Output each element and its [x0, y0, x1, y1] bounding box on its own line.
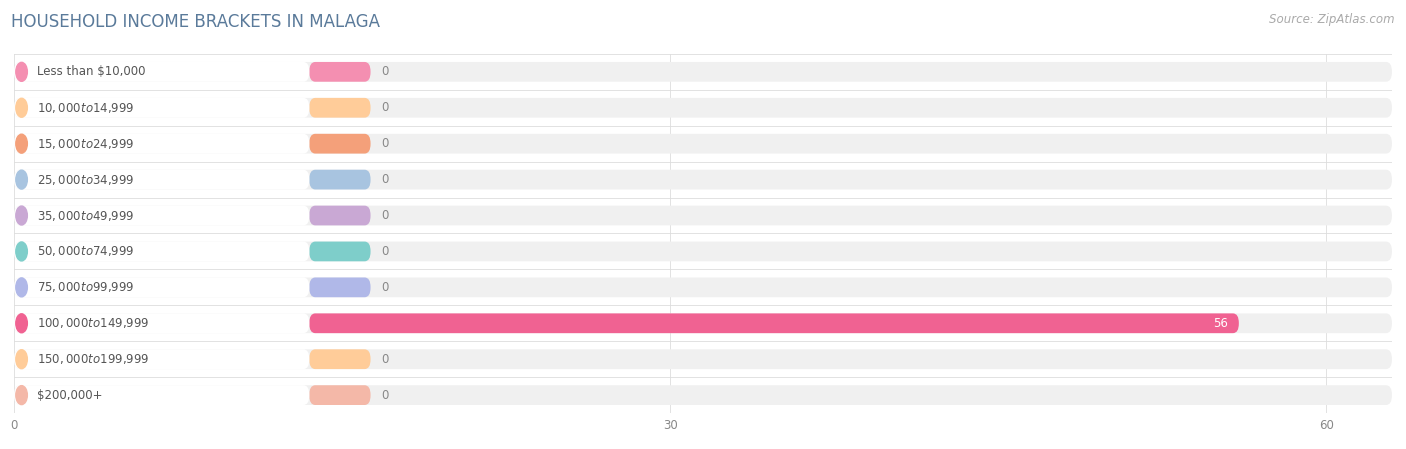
FancyBboxPatch shape — [14, 170, 309, 189]
FancyBboxPatch shape — [14, 98, 309, 118]
Text: $50,000 to $74,999: $50,000 to $74,999 — [37, 244, 134, 259]
Text: $200,000+: $200,000+ — [37, 389, 103, 401]
Text: $25,000 to $34,999: $25,000 to $34,999 — [37, 172, 134, 187]
FancyBboxPatch shape — [14, 134, 1392, 154]
Text: 0: 0 — [381, 281, 389, 294]
FancyBboxPatch shape — [14, 98, 1392, 118]
FancyBboxPatch shape — [14, 349, 1392, 369]
Circle shape — [15, 98, 27, 117]
Circle shape — [15, 170, 27, 189]
FancyBboxPatch shape — [309, 349, 371, 369]
FancyBboxPatch shape — [14, 170, 1392, 189]
FancyBboxPatch shape — [309, 385, 371, 405]
FancyBboxPatch shape — [14, 349, 309, 369]
FancyBboxPatch shape — [14, 385, 1392, 405]
FancyBboxPatch shape — [14, 134, 309, 154]
Text: $75,000 to $99,999: $75,000 to $99,999 — [37, 280, 134, 295]
FancyBboxPatch shape — [14, 277, 309, 297]
Text: 0: 0 — [381, 101, 389, 114]
FancyBboxPatch shape — [14, 313, 1392, 333]
Circle shape — [15, 350, 27, 369]
Text: $100,000 to $149,999: $100,000 to $149,999 — [37, 316, 149, 330]
FancyBboxPatch shape — [309, 313, 1239, 333]
FancyBboxPatch shape — [309, 242, 371, 261]
FancyBboxPatch shape — [14, 277, 1392, 297]
FancyBboxPatch shape — [309, 277, 371, 297]
Text: $35,000 to $49,999: $35,000 to $49,999 — [37, 208, 134, 223]
Text: $10,000 to $14,999: $10,000 to $14,999 — [37, 101, 134, 115]
Circle shape — [15, 134, 27, 153]
Text: HOUSEHOLD INCOME BRACKETS IN MALAGA: HOUSEHOLD INCOME BRACKETS IN MALAGA — [11, 13, 380, 31]
FancyBboxPatch shape — [14, 242, 309, 261]
Text: 56: 56 — [1213, 317, 1227, 330]
FancyBboxPatch shape — [14, 385, 309, 405]
Text: 0: 0 — [381, 245, 389, 258]
FancyBboxPatch shape — [309, 206, 371, 225]
Text: 0: 0 — [381, 66, 389, 78]
Circle shape — [15, 314, 27, 333]
Circle shape — [15, 206, 27, 225]
Text: 0: 0 — [381, 137, 389, 150]
Text: $15,000 to $24,999: $15,000 to $24,999 — [37, 136, 134, 151]
Text: 0: 0 — [381, 389, 389, 401]
FancyBboxPatch shape — [309, 62, 371, 82]
FancyBboxPatch shape — [14, 242, 1392, 261]
Circle shape — [15, 62, 27, 81]
Text: 0: 0 — [381, 209, 389, 222]
FancyBboxPatch shape — [309, 134, 371, 154]
FancyBboxPatch shape — [14, 62, 1392, 82]
Text: 0: 0 — [381, 353, 389, 365]
Circle shape — [15, 242, 27, 261]
FancyBboxPatch shape — [14, 313, 309, 333]
FancyBboxPatch shape — [14, 206, 309, 225]
Text: $150,000 to $199,999: $150,000 to $199,999 — [37, 352, 149, 366]
FancyBboxPatch shape — [309, 98, 371, 118]
Text: Less than $10,000: Less than $10,000 — [37, 66, 145, 78]
FancyBboxPatch shape — [14, 62, 309, 82]
FancyBboxPatch shape — [14, 206, 1392, 225]
Text: 0: 0 — [381, 173, 389, 186]
Circle shape — [15, 386, 27, 405]
FancyBboxPatch shape — [309, 170, 371, 189]
Text: Source: ZipAtlas.com: Source: ZipAtlas.com — [1270, 13, 1395, 26]
Circle shape — [15, 278, 27, 297]
